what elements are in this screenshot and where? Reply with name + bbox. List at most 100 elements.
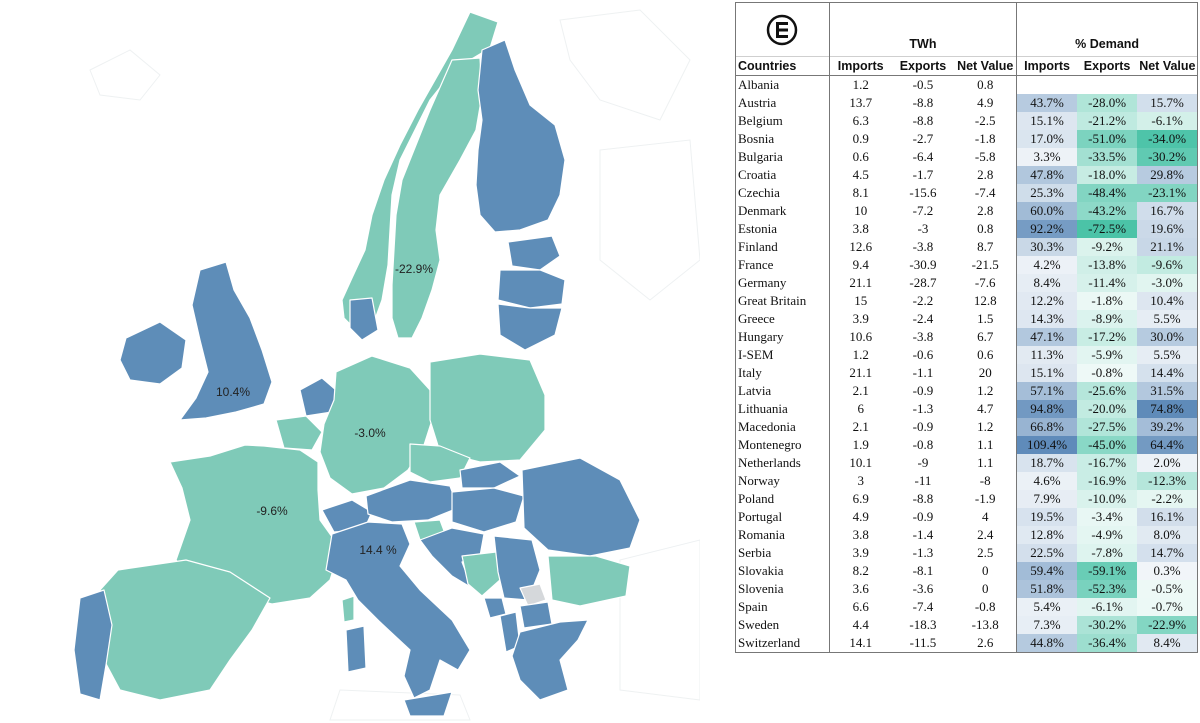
europe-map: -22.9% 10.4% -3.0% -9.6% 14.4 % [73, 9, 700, 721]
map-sicily [403, 691, 453, 717]
country-name-cell: Italy [735, 364, 830, 382]
value-cell: -1.7 [912, 167, 934, 182]
value-cell: 64.4% [1137, 436, 1199, 454]
value-cell: -30.2% [1137, 148, 1199, 166]
value-cell: -3.8 [912, 239, 934, 254]
value-cell: -48.4% [1076, 184, 1138, 202]
table-row: Macedonia 2.1 -0.9 1.2 66.8% -27.5% 39.2% [735, 418, 1199, 436]
value-cell: 4.5 [852, 167, 869, 182]
country-name-cell: Croatia [735, 166, 830, 184]
value-cell: 47.1% [1016, 328, 1077, 346]
map-poland [429, 353, 546, 463]
country-name-cell: Serbia [735, 544, 830, 562]
map-finland [475, 39, 566, 233]
value-cell: 1.1 [954, 436, 1018, 454]
map-value-label: 10.4% [216, 385, 250, 399]
value-cell: 3.9 [852, 545, 869, 560]
value-cell: 4.2% [1016, 256, 1077, 274]
value-cell: 8.2 [852, 563, 869, 578]
table-row: Sweden 4.4 -18.3 -13.8 7.3% -30.2% -22.9% [735, 616, 1199, 634]
value-cell: -11.5 [891, 634, 955, 653]
value-cell: 21.1 [849, 365, 873, 380]
country-name-cell: Czechia [735, 184, 830, 202]
table-row: Czechia 8.1 -15.6 -7.4 25.3% -48.4% -23.1% [735, 184, 1199, 202]
table-row: Italy 21.1 -1.1 20 15.1% -0.8% 14.4% [735, 364, 1199, 382]
value-cell: 5.5% [1137, 346, 1199, 364]
value-cell: -5.9% [1076, 346, 1138, 364]
country-name-cell: Lithuania [735, 400, 830, 418]
value-cell: 31.5% [1137, 382, 1199, 400]
value-cell: 109.4% [1016, 436, 1077, 454]
country-name-cell: Romania [735, 526, 830, 544]
value-cell: 39.2% [1137, 418, 1199, 436]
map-portugal [73, 589, 113, 701]
map-slovakia [459, 461, 521, 489]
value-cell: 0.8 [954, 75, 1018, 94]
value-cell: 2.8 [954, 166, 1018, 184]
value-cell: 7.3% [1016, 616, 1077, 634]
country-name-cell: Macedonia [735, 418, 830, 436]
map-croatia [419, 527, 485, 589]
map-value-label: -9.6% [256, 504, 288, 518]
value-cell: -25.6% [1076, 382, 1138, 400]
value-cell: 3 [857, 473, 864, 488]
value-cell: 19.5% [1016, 508, 1077, 526]
country-name-cell: Finland [735, 238, 830, 256]
map-denmark [349, 297, 379, 341]
logo-cell [735, 2, 830, 57]
value-cell: 2.0% [1137, 454, 1199, 472]
value-cell: 51.8% [1016, 580, 1077, 598]
value-cell: -8.9% [1076, 310, 1138, 328]
value-cell: 4.9 [954, 94, 1018, 112]
value-cell: -21.5 [954, 256, 1018, 274]
country-name-cell: Norway [735, 472, 830, 490]
table-row: Montenegro 1.9 -0.8 1.1 109.4% -45.0% 64.4% [735, 436, 1199, 454]
value-cell: 10.6 [849, 329, 873, 344]
value-cell: -1.3 [912, 401, 934, 416]
map-value-label: -22.9% [395, 262, 433, 276]
map-spain [99, 559, 271, 701]
value-cell: -17.2% [1076, 328, 1138, 346]
value-cell: 12.8% [1016, 526, 1077, 544]
value-cell: 0.9 [852, 131, 869, 146]
table-row: Finland 12.6 -3.8 8.7 30.3% -9.2% 21.1% [735, 238, 1199, 256]
value-cell: -6.1% [1076, 598, 1138, 616]
value-cell: -7.6 [954, 274, 1018, 292]
map-belgium [275, 415, 323, 451]
value-cell: -3.6 [912, 581, 934, 596]
table-row: Great Britain 15 -2.2 12.8 12.2% -1.8% 10.4% [735, 292, 1199, 310]
value-cell: -7.8% [1076, 544, 1138, 562]
value-cell: -15.6 [909, 185, 937, 200]
value-cell: -8.1 [912, 563, 934, 578]
value-cell: 3.3% [1016, 148, 1077, 166]
country-name-cell: Austria [735, 94, 830, 112]
table-row: Lithuania 6 -1.3 4.7 94.8% -20.0% 74.8% [735, 400, 1199, 418]
table-row: Portugal 4.9 -0.9 4 19.5% -3.4% 16.1% [735, 508, 1199, 526]
value-cell: -16.7% [1076, 454, 1138, 472]
value-cell: -1.9 [954, 490, 1018, 508]
map-corsica [341, 595, 355, 623]
value-cell: 3.9 [852, 311, 869, 326]
value-cell: -10.0% [1076, 490, 1138, 508]
value-cell: -12.3% [1137, 472, 1199, 490]
table-row: Norway 3 -11 -8 4.6% -16.9% -12.3% [735, 472, 1199, 490]
value-cell: -18.0% [1076, 166, 1138, 184]
value-cell: 2.4 [954, 526, 1018, 544]
value-cell: -28.0% [1076, 94, 1138, 112]
map-great-britain [179, 261, 273, 421]
map-ireland [119, 321, 187, 385]
value-cell: -0.9 [912, 383, 934, 398]
value-cell: 12.8 [954, 292, 1018, 310]
value-cell: 0.3% [1137, 562, 1199, 580]
table-row: Croatia 4.5 -1.7 2.8 47.8% -18.0% 29.8% [735, 166, 1199, 184]
country-name-cell: Latvia [735, 382, 830, 400]
country-name-cell: I-SEM [735, 346, 830, 364]
value-cell: 3.8 [852, 221, 869, 236]
country-name-cell: Hungary [735, 328, 830, 346]
value-cell: -13.8% [1076, 256, 1138, 274]
value-cell: 59.4% [1016, 562, 1077, 580]
value-cell: 0.6 [954, 346, 1018, 364]
value-cell: -2.7 [912, 131, 934, 146]
value-cell: 8.1 [852, 185, 869, 200]
value-cell: -30.9 [909, 257, 937, 272]
